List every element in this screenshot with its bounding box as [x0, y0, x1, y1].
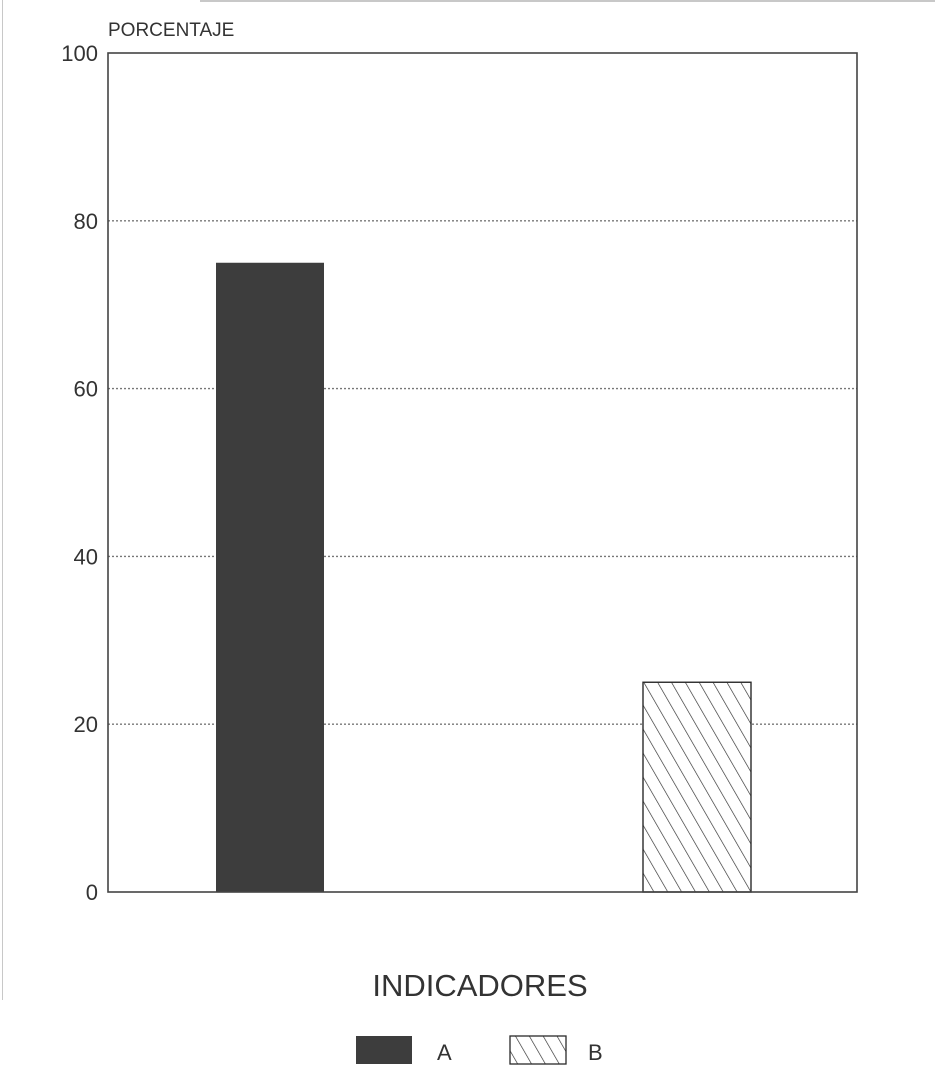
y-tick-label: 40 [74, 544, 98, 569]
y-tick-label: 0 [86, 880, 98, 905]
scan-top-edge [200, 0, 935, 2]
legend-swatch-a [356, 1036, 412, 1064]
y-tick-label: 20 [74, 712, 98, 737]
y-tick-label: 80 [74, 209, 98, 234]
y-tick-label: 60 [74, 377, 98, 402]
bars [216, 262, 752, 893]
scan-left-edge [2, 0, 3, 1000]
legend-label-a: A [437, 1040, 452, 1065]
bar-a [216, 262, 324, 892]
bar-b [642, 681, 752, 893]
legend-swatch-b [509, 1035, 567, 1065]
plot-frame [107, 52, 858, 893]
y-tick-labels: 0 20 40 60 80 100 [61, 41, 98, 905]
y-axis-label: PORCENTAJE [108, 20, 234, 41]
x-axis-label: INDICADORES [372, 968, 587, 1003]
y-tick-label: 100 [61, 41, 98, 66]
legend-label-b: B [588, 1040, 603, 1065]
